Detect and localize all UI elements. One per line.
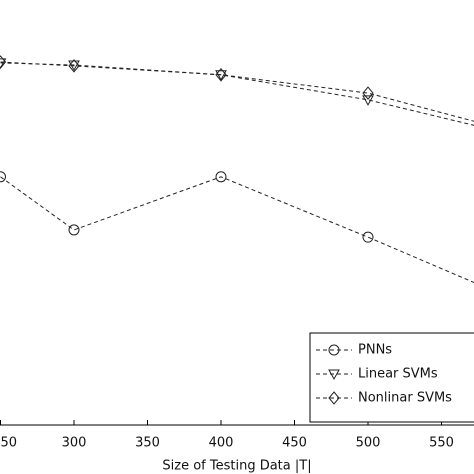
x-axis-label: Size of Testing Data |T| [162,459,311,474]
marker [328,369,340,381]
marker [215,68,227,82]
marker [68,224,80,236]
marker [362,95,374,106]
marker [328,391,340,405]
x-tick-label: 50 [1,436,18,451]
marker [0,171,6,183]
marker [362,86,374,100]
legend-label: Nonlinar SVMs [358,391,452,406]
legend-label: PNNs [358,343,392,358]
x-tick-label: 450 [282,436,307,451]
series-line [0,176,474,284]
marker [0,58,7,69]
marker [215,70,227,81]
marker [328,344,340,356]
marker [215,171,227,183]
x-tick-label: 500 [356,436,381,451]
x-tick-label: 350 [135,436,160,451]
series-line [0,62,474,126]
x-tick-label: 300 [62,436,87,451]
legend-box [309,332,474,423]
marker [362,231,374,243]
x-tick-label: 400 [209,436,234,451]
marker [0,55,7,69]
series-line [0,61,474,122]
marker [68,59,80,73]
legend-label: Linear SVMs [358,367,438,382]
x-tick-label: 550 [429,436,454,451]
